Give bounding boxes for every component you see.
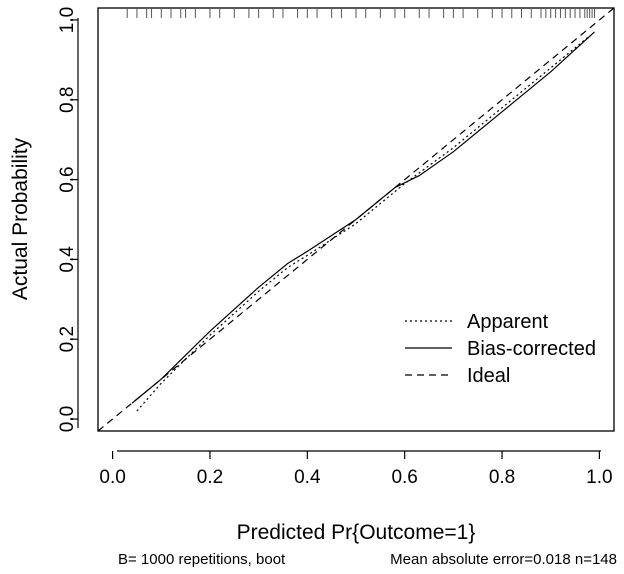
- x-tick-label: 0.0: [99, 467, 125, 488]
- legend-label: Apparent: [467, 311, 549, 333]
- y-tick-label: 1.0: [57, 7, 78, 33]
- legend-label: Ideal: [467, 365, 510, 387]
- y-tick-label: 0.6: [57, 166, 78, 192]
- legend: Apparent Bias-corrected Ideal: [405, 311, 596, 387]
- plot-frame: [97, 7, 615, 432]
- x-tick-label: 0.4: [294, 467, 321, 488]
- y-tick-label: 0.8: [57, 87, 78, 113]
- x-tick-label: 0.6: [391, 467, 417, 488]
- rug-ticks: [126, 9, 596, 18]
- y-axis: 0.0 0.2 0.4 0.6 0.8 1.0: [57, 7, 79, 432]
- footer-right: Mean absolute error=0.018 n=148: [390, 551, 617, 568]
- y-tick-label: 0.2: [57, 326, 78, 352]
- y-tick-label: 0.0: [57, 406, 78, 432]
- x-axis-title: Predicted Pr{Outcome=1}: [237, 521, 476, 544]
- footer-left: B= 1000 repetitions, boot: [118, 551, 286, 568]
- y-tick-label: 0.4: [57, 246, 78, 273]
- legend-label: Bias-corrected: [467, 338, 596, 360]
- x-tick-label: 1.0: [586, 467, 612, 488]
- bias-corrected-line: [131, 31, 595, 404]
- series-lines: [97, 7, 615, 432]
- x-axis: 0.0 0.2 0.4 0.6 0.8 1.0: [99, 450, 613, 488]
- y-axis-title: Actual Probability: [9, 137, 32, 300]
- ideal-line: [97, 7, 615, 432]
- x-tick-label: 0.2: [197, 467, 223, 488]
- x-tick-label: 0.8: [489, 467, 515, 488]
